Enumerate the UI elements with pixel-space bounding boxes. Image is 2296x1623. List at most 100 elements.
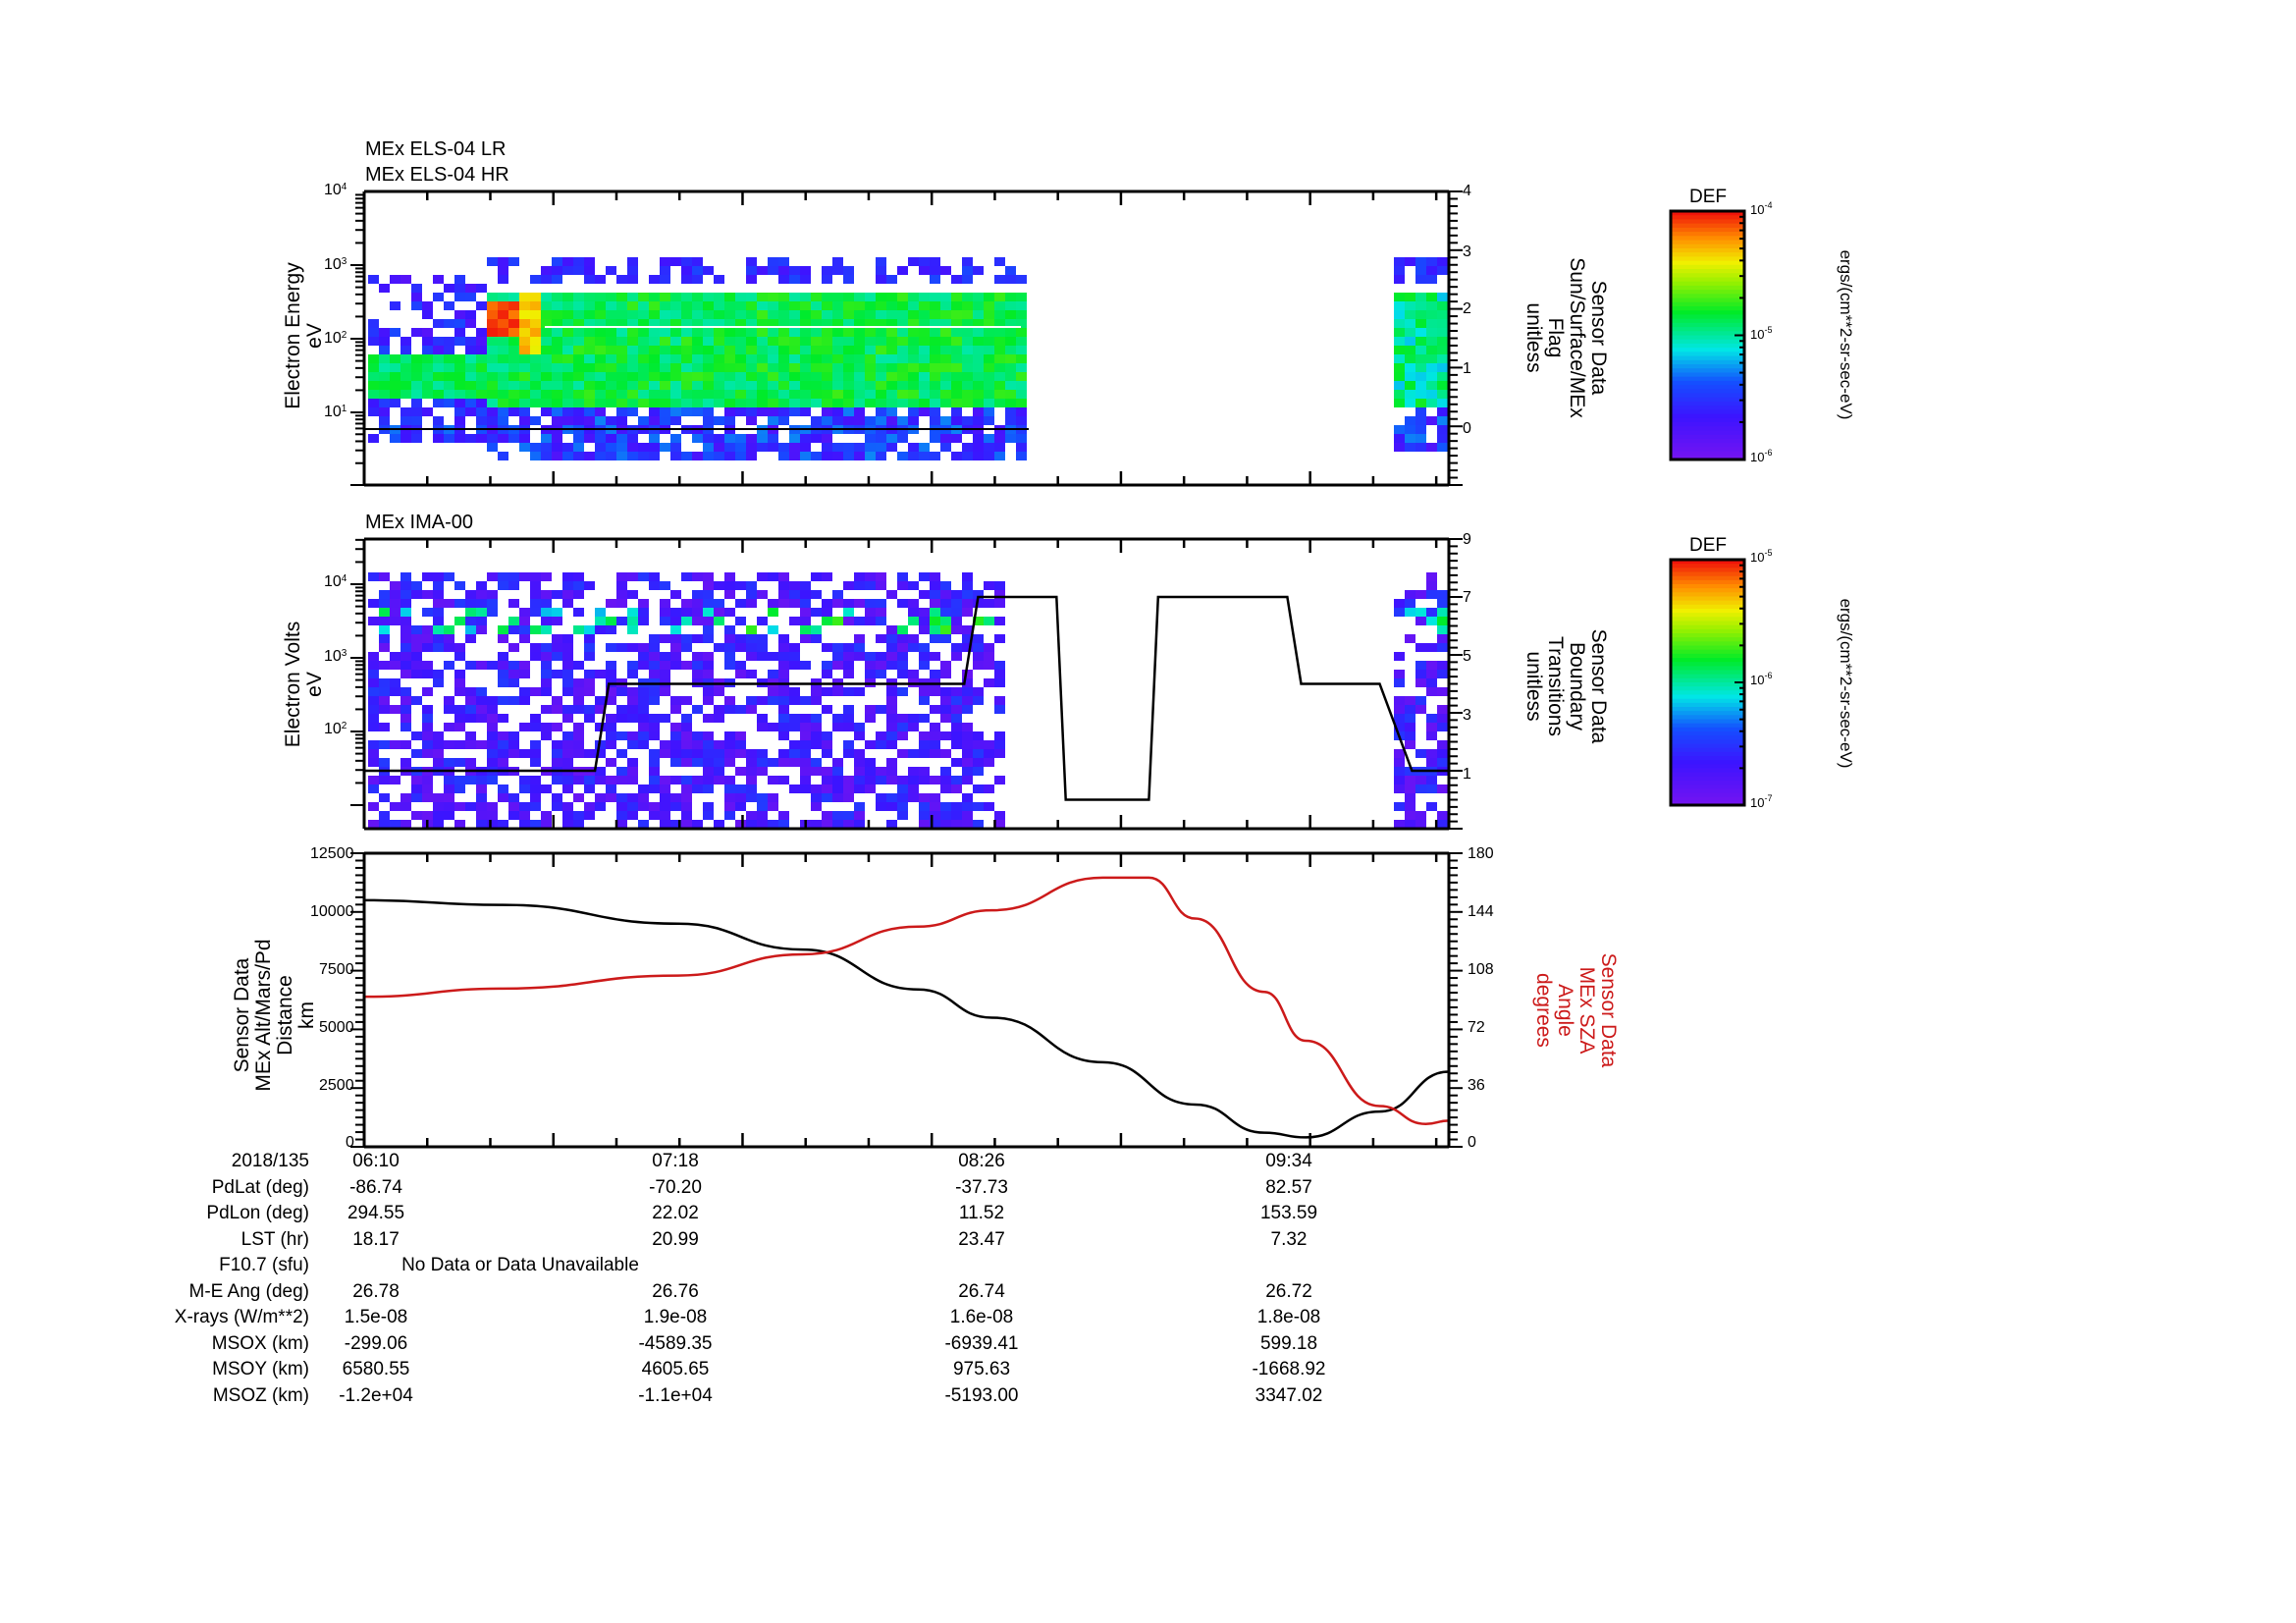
sza-line: [363, 876, 1450, 1125]
table-cell: 975.63: [952, 1359, 1011, 1380]
panel1-spectrogram: [364, 257, 1448, 460]
table-row-label: F10.7 (sfu): [219, 1255, 309, 1275]
colorbar2-tick-min: 10-7: [1750, 793, 1773, 810]
table-cell: 06:10: [352, 1151, 400, 1171]
panel3-ytick-5000: 5000: [319, 1019, 354, 1036]
panel1-ytick-1e2: 102: [324, 330, 347, 347]
colorbar2-tick-mid: 10-6: [1750, 671, 1773, 687]
panel1-ytick-right-4: 4: [1463, 183, 1471, 199]
table-cell: 1.5e-08: [344, 1307, 408, 1327]
colorbar1-tick-mid: 10-5: [1750, 325, 1773, 342]
table-cell: -1668.92: [1252, 1359, 1326, 1380]
panel2-spectrogram: [368, 572, 1448, 829]
table-cell: 18.17: [352, 1228, 400, 1250]
panel2-ytick-right-1: 1: [1463, 766, 1471, 783]
colorbar2: [1669, 558, 1746, 807]
panel3-ytick-right-36: 36: [1468, 1077, 1485, 1094]
panel2-ytick-right-3: 3: [1463, 707, 1471, 724]
table-cell: 08:26: [958, 1151, 1005, 1171]
table-cell: 599.18: [1259, 1332, 1318, 1354]
table-cell: 11.52: [958, 1203, 1005, 1223]
panel1-ytick-1e4: 104: [324, 182, 347, 198]
table-row-label: 2018/135: [231, 1151, 309, 1171]
table-cell: -5193.00: [944, 1384, 1019, 1406]
table-cell: 26.78: [352, 1280, 400, 1302]
table-cell: 153.59: [1259, 1203, 1318, 1223]
table-cell: -70.20: [649, 1176, 702, 1198]
panel2-ylabel-left: Electron Volts eV: [282, 621, 326, 748]
panel3-ylabel-right: Sensor Data MEx SZA Angle degrees: [1532, 952, 1620, 1068]
panel1-ytick-1e1: 101: [324, 404, 347, 420]
colorbar2-title: DEF: [1689, 535, 1727, 556]
table-cell: 07:18: [652, 1151, 699, 1171]
panel3-ytick-right-108: 108: [1468, 961, 1494, 978]
panel2-axes: [350, 537, 1463, 831]
panel1-ytick-right-2: 2: [1463, 300, 1471, 317]
panel1-ytick-right-0: 0: [1463, 420, 1471, 437]
table-cell: 09:34: [1265, 1151, 1312, 1171]
boundary-transitions-line: [364, 595, 1449, 801]
table-cell: -6939.41: [944, 1332, 1019, 1354]
colorbar2-tick-max: 10-5: [1750, 548, 1773, 565]
colorbar1-tick-max: 10-4: [1750, 200, 1773, 217]
panel1-ytick-right-1: 1: [1463, 360, 1471, 377]
table-row-label: PdLat (deg): [211, 1176, 309, 1198]
table-cell: 1.6e-08: [949, 1307, 1014, 1327]
table-cell: 20.99: [652, 1228, 699, 1250]
panel2-ytick-right-5: 5: [1463, 648, 1471, 665]
panel1-axes: [350, 189, 1463, 487]
table-cell: 82.57: [1265, 1176, 1312, 1198]
table-row-label: LST (hr): [240, 1228, 309, 1250]
table-cell: -37.73: [955, 1176, 1008, 1198]
panel2-ytick-1e2: 102: [324, 721, 347, 737]
panel3-ytick-12500: 12500: [310, 845, 354, 862]
panel2-title: MEx IMA-00: [365, 512, 474, 533]
table-cell: 26.76: [652, 1280, 699, 1302]
panel1-title-lr: MEx ELS-04 LR: [365, 138, 507, 160]
panel3-ylabel-left: Sensor Data MEx Alt/Mars/Pd Distance km: [231, 939, 318, 1092]
table-cell: 4605.65: [641, 1359, 710, 1380]
table-cell: 7.32: [1270, 1228, 1308, 1250]
panel3-ytick-right-0: 0: [1468, 1134, 1476, 1151]
table-cell: 1.9e-08: [643, 1307, 708, 1327]
panel3-axes: [350, 851, 1463, 1149]
colorbar1-title: DEF: [1689, 187, 1727, 207]
table-cell: -1.1e+04: [638, 1384, 713, 1406]
colorbar1-units: ergs/(cm**2-sr-sec-eV): [1837, 249, 1855, 420]
table-cell: -86.74: [349, 1176, 402, 1198]
table-cell: -4589.35: [638, 1332, 713, 1354]
panel2-ytick-1e4: 104: [324, 573, 347, 590]
panel1-ytick-1e3: 103: [324, 256, 347, 273]
panel3-ytick-10000: 10000: [310, 903, 354, 920]
panel3-ytick-right-180: 180: [1468, 845, 1494, 862]
colorbar1: [1669, 209, 1746, 461]
table-cell: 1.8e-08: [1256, 1307, 1321, 1327]
panel2-ytick-1e3: 103: [324, 648, 347, 665]
table-cell: No Data or Data Unavailable: [401, 1255, 639, 1275]
colorbar1-tick-min: 10-6: [1750, 448, 1773, 464]
table-cell: 23.47: [958, 1228, 1005, 1250]
altitude-line: [363, 898, 1450, 1139]
table-row-label: X-rays (W/m**2): [174, 1307, 309, 1327]
table-cell: -1.2e+04: [339, 1384, 413, 1406]
panel1-title-hr: MEx ELS-04 HR: [365, 164, 509, 186]
table-row-label: MSOZ (km): [212, 1384, 309, 1406]
panel3-ytick-7500: 7500: [319, 961, 354, 978]
panel1-ytick-right-3: 3: [1463, 243, 1471, 260]
table-cell: 3347.02: [1255, 1384, 1323, 1406]
table-cell: 6580.55: [342, 1359, 410, 1380]
colorbar2-units: ergs/(cm**2-sr-sec-eV): [1837, 598, 1855, 769]
panel3-ytick-2500: 2500: [319, 1077, 354, 1094]
panel2-ytick-right-7: 7: [1463, 589, 1471, 606]
panel1-ylabel-right: Sensor Data Sun/Surface/MEx Flag unitles…: [1522, 257, 1610, 418]
table-cell: 294.55: [347, 1203, 405, 1223]
table-cell: 26.72: [1265, 1280, 1312, 1302]
panel2-ylabel-right: Sensor Data Boundary Transitions unitles…: [1522, 628, 1610, 744]
table-row-label: MSOY (km): [212, 1359, 309, 1380]
panel3-ytick-right-144: 144: [1468, 903, 1494, 920]
table-row-label: M-E Ang (deg): [188, 1280, 310, 1302]
table-cell: 26.74: [958, 1280, 1005, 1302]
panel3-ytick-right-72: 72: [1468, 1019, 1485, 1036]
table-cell: 22.02: [652, 1203, 699, 1223]
